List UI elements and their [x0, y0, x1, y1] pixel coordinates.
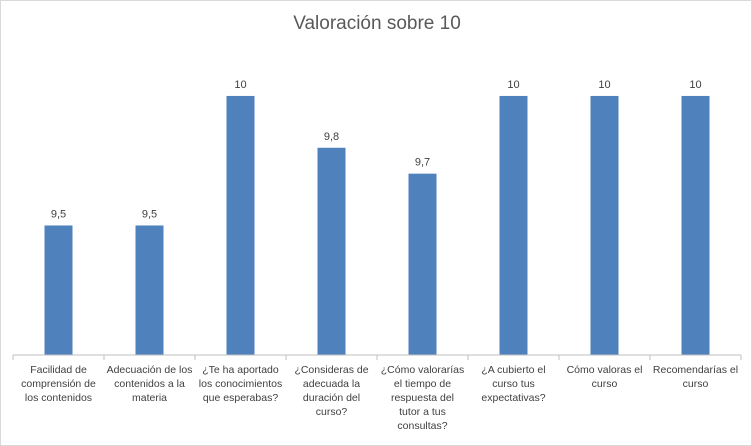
data-label: 9,8 — [324, 131, 339, 143]
category-label: Facilidad de comprensión de los contenid… — [21, 364, 96, 404]
bar — [135, 225, 164, 355]
bar — [681, 95, 710, 355]
data-label: 10 — [234, 79, 246, 91]
bar — [226, 95, 255, 355]
bar — [317, 147, 346, 355]
data-label: 9,5 — [51, 208, 66, 220]
bar — [44, 225, 73, 355]
data-label: 10 — [689, 79, 701, 91]
category-label: ¿Consideras de adecuada la duración del … — [294, 364, 369, 418]
chart-title: Valoración sobre 10 — [293, 13, 461, 34]
category-label: Adecuación de los contenidos a la materi… — [106, 364, 193, 404]
data-label: 9,5 — [142, 208, 157, 220]
category-label: Recomendarías el curso — [652, 364, 739, 390]
category-label: ¿Cómo valorarías el tiempo de respuesta … — [380, 364, 465, 432]
data-label: 10 — [507, 79, 519, 91]
bar — [408, 173, 437, 355]
category-label: ¿Te ha aportado los conocimientos que es… — [198, 364, 283, 404]
category-label: ¿A cubierto el curso tus expectativas? — [481, 364, 546, 404]
data-label: 10 — [598, 79, 610, 91]
category-label: Cómo valoras el curso — [566, 364, 643, 390]
data-label: 9,7 — [415, 157, 430, 169]
bar — [590, 95, 619, 355]
bar — [499, 95, 528, 355]
